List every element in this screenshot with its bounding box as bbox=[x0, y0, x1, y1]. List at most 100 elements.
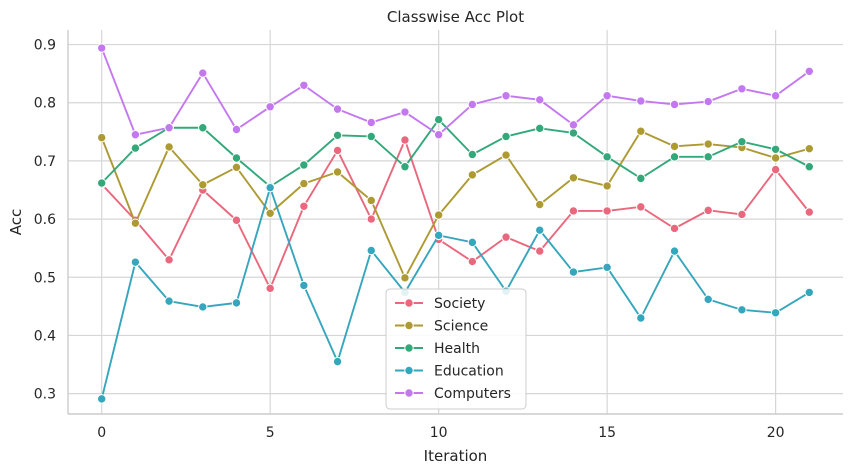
data-point-society bbox=[467, 256, 478, 267]
y-tick-label: 0.9 bbox=[34, 38, 56, 54]
data-point-science bbox=[332, 167, 343, 177]
data-point-health bbox=[400, 162, 410, 172]
data-point-education bbox=[602, 262, 612, 273]
data-point-science bbox=[265, 208, 275, 218]
data-point-education bbox=[737, 305, 747, 315]
series-society bbox=[96, 135, 815, 294]
y-tick-label: 0.6 bbox=[34, 212, 56, 228]
data-point-computers bbox=[568, 120, 579, 130]
legend-label: Science bbox=[434, 319, 488, 335]
legend-label: Computers bbox=[434, 386, 511, 402]
data-point-science bbox=[299, 178, 309, 189]
y-tick-label: 0.7 bbox=[34, 154, 56, 170]
data-point-society bbox=[703, 205, 713, 216]
legend-marker bbox=[404, 320, 414, 331]
x-tick-label: 15 bbox=[598, 425, 616, 441]
data-point-health bbox=[433, 114, 444, 125]
data-point-science bbox=[804, 143, 815, 154]
legend-label: Society bbox=[434, 296, 485, 312]
data-point-science bbox=[231, 162, 242, 173]
legend-label: Education bbox=[434, 364, 504, 380]
data-point-society bbox=[535, 246, 545, 256]
legend-box bbox=[385, 288, 527, 410]
series-health bbox=[96, 114, 815, 192]
data-point-science bbox=[164, 142, 174, 152]
data-point-computers bbox=[770, 91, 781, 101]
data-point-science bbox=[602, 181, 612, 191]
data-point-health bbox=[467, 149, 478, 160]
axes: 0 5 10 15 20 0.3 0.4 0.5 0.6 0.7 0.8 0.9 bbox=[34, 30, 843, 441]
data-point-computers bbox=[703, 96, 713, 107]
data-point-society bbox=[299, 201, 309, 211]
data-point-society bbox=[737, 209, 747, 220]
data-point-education bbox=[568, 267, 579, 277]
data-point-education bbox=[770, 308, 781, 318]
series-science bbox=[96, 126, 815, 283]
data-point-computers bbox=[96, 43, 107, 53]
x-axis-title: Iteration bbox=[424, 447, 488, 465]
data-point-computers bbox=[299, 80, 309, 90]
data-point-education bbox=[96, 394, 107, 404]
legend-marker bbox=[404, 388, 414, 398]
data-point-society bbox=[265, 283, 275, 294]
data-point-science bbox=[669, 141, 680, 152]
data-point-education bbox=[535, 225, 545, 235]
data-point-computers bbox=[130, 130, 141, 140]
data-point-society bbox=[804, 207, 815, 217]
data-point-computers bbox=[366, 117, 376, 128]
data-point-health bbox=[568, 128, 579, 138]
data-point-health bbox=[198, 123, 208, 133]
data-point-computers bbox=[400, 107, 410, 117]
data-point-health bbox=[96, 178, 107, 188]
data-point-computers bbox=[737, 84, 747, 94]
data-point-health bbox=[804, 162, 815, 172]
x-tick-label: 10 bbox=[430, 425, 448, 441]
x-tick-label: 5 bbox=[266, 425, 275, 441]
series-computers bbox=[96, 43, 815, 140]
data-point-science bbox=[366, 195, 376, 206]
legend-item-education: Education bbox=[395, 364, 504, 380]
data-point-science bbox=[198, 180, 208, 190]
legend-label: Health bbox=[434, 341, 480, 357]
series-line-computers bbox=[100, 47, 810, 136]
data-point-science bbox=[433, 210, 444, 220]
data-point-computers bbox=[467, 99, 478, 110]
data-point-society bbox=[568, 206, 579, 216]
data-point-computers bbox=[198, 68, 208, 78]
series-line-society bbox=[101, 139, 811, 290]
legend-item-science: Science bbox=[395, 319, 488, 335]
series-education bbox=[96, 182, 815, 404]
legend-item-society: Society bbox=[395, 296, 485, 312]
data-point-education bbox=[467, 237, 478, 248]
data-point-education bbox=[231, 298, 242, 308]
data-point-education bbox=[299, 280, 309, 291]
data-point-education bbox=[366, 245, 376, 256]
data-point-health bbox=[602, 152, 612, 162]
data-point-computers bbox=[636, 96, 646, 106]
data-point-computers bbox=[501, 91, 511, 101]
data-point-education bbox=[130, 257, 141, 267]
data-point-health bbox=[636, 173, 646, 184]
series bbox=[96, 43, 815, 404]
series-line-science bbox=[100, 130, 810, 279]
y-axis-title: Acc bbox=[7, 209, 25, 236]
legend-marker bbox=[404, 343, 414, 353]
data-point-health bbox=[737, 137, 747, 147]
data-point-society bbox=[164, 255, 174, 265]
data-point-health bbox=[501, 131, 511, 142]
data-point-health bbox=[299, 160, 309, 170]
data-point-computers bbox=[804, 66, 815, 77]
data-point-computers bbox=[535, 95, 545, 105]
x-tick-label: 0 bbox=[97, 425, 106, 441]
data-point-health bbox=[669, 152, 680, 162]
data-point-computers bbox=[669, 99, 680, 110]
data-point-science bbox=[467, 170, 478, 180]
data-point-education bbox=[703, 294, 713, 305]
data-point-education bbox=[669, 246, 680, 256]
data-point-health bbox=[130, 143, 141, 153]
legend-item-health: Health bbox=[395, 341, 480, 357]
data-point-science bbox=[400, 273, 410, 283]
data-point-education bbox=[265, 182, 275, 193]
